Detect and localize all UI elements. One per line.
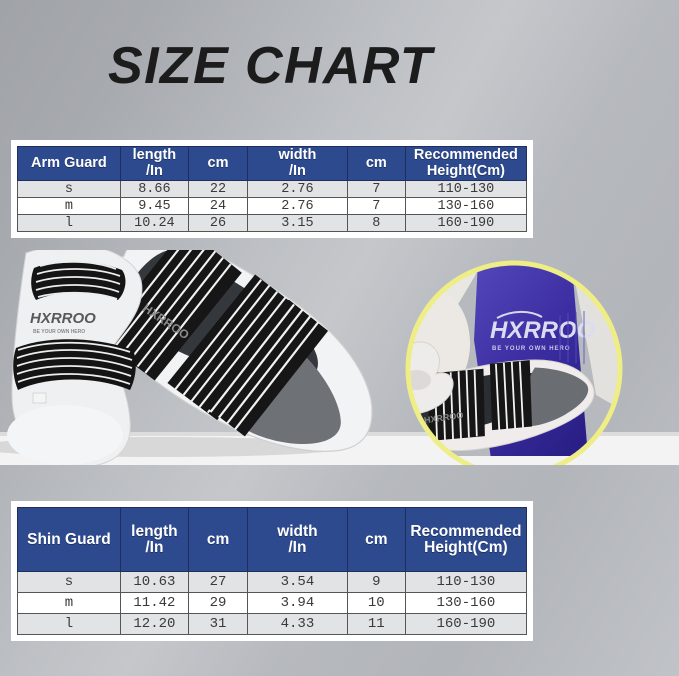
svg-text:BE YOUR OWN HERO: BE YOUR OWN HERO [492,346,571,352]
svg-text:HXRROO: HXRROO [490,317,596,344]
